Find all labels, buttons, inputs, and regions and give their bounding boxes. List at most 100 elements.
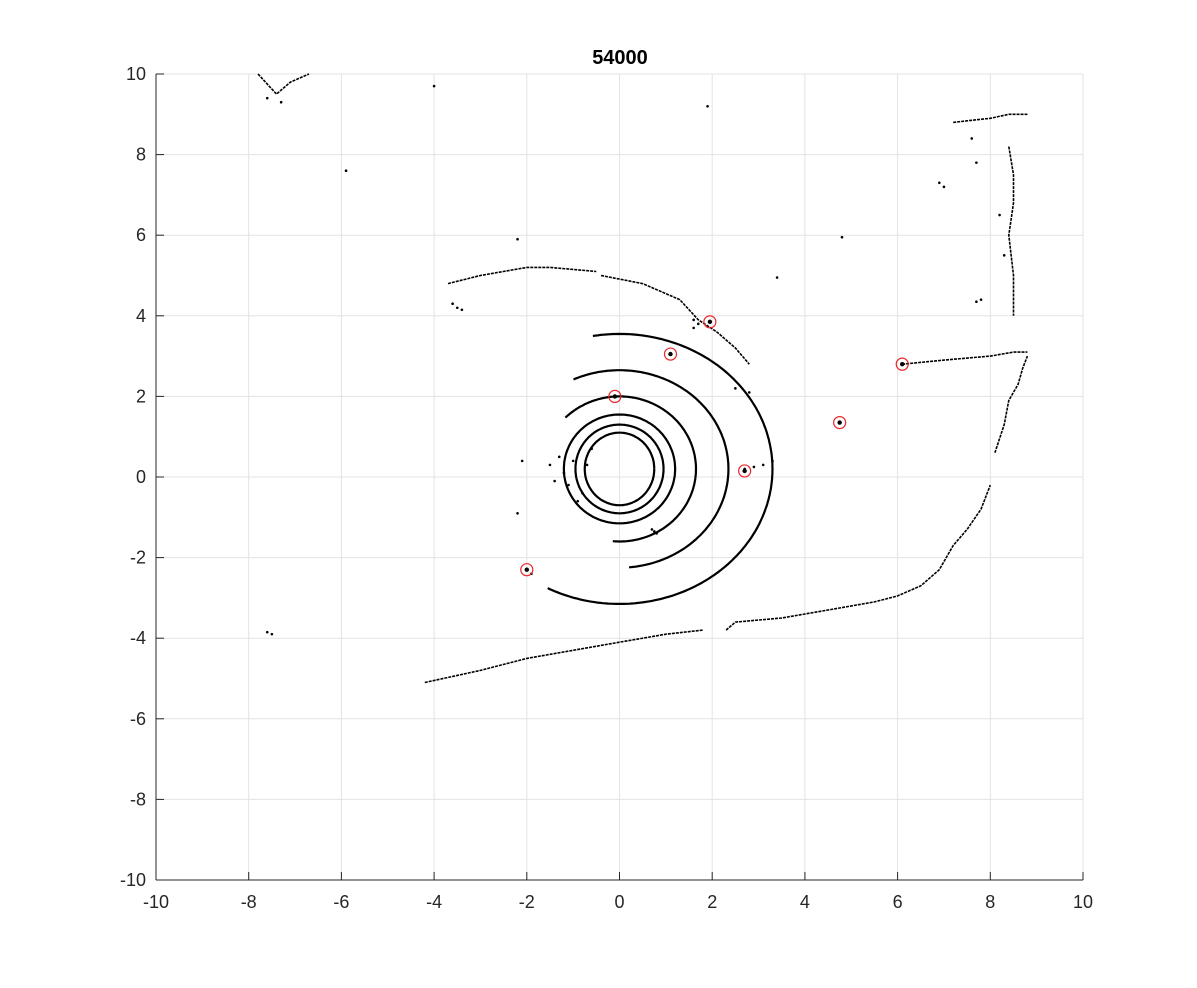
y-tick-label: 2 — [136, 386, 146, 406]
plot-area: -10 -8 -6 -4 -2 0 2 4 6 8 10 -10 -8 -6 -4 -2 0 2 4 6 8 10 — [120, 64, 1093, 912]
scan-ring — [547, 332, 774, 605]
y-tick-label: 0 — [136, 467, 146, 487]
y-tick-label: -4 — [130, 628, 146, 648]
detection-marker — [520, 563, 534, 577]
point-segment — [953, 113, 1028, 124]
data-point — [270, 632, 274, 636]
point-segment — [1007, 146, 1015, 316]
data-point — [516, 237, 519, 241]
detected-object-point — [668, 351, 673, 357]
x-tick-label: -8 — [241, 892, 257, 912]
data-point — [520, 459, 524, 463]
y-tick-label: 6 — [136, 225, 146, 245]
y-tick-label: -2 — [130, 548, 146, 568]
detected-object-point — [524, 567, 529, 572]
data-point — [548, 463, 552, 467]
scan-ring — [574, 423, 665, 515]
data-point — [761, 463, 765, 467]
x-tick-label: 8 — [985, 892, 995, 912]
data-point — [279, 100, 283, 104]
x-tick-label: -4 — [426, 892, 442, 912]
data-point — [938, 181, 941, 185]
y-tick-label: 10 — [126, 64, 146, 84]
scan-ring — [583, 431, 656, 507]
data-point — [455, 306, 459, 310]
data-point — [567, 483, 570, 487]
data-point — [344, 169, 348, 173]
data-point — [771, 459, 774, 463]
y-tick-label: 4 — [136, 306, 146, 326]
point-segment — [994, 355, 1029, 454]
data-point — [692, 326, 695, 330]
data-point — [553, 479, 556, 483]
point-segment — [447, 266, 597, 285]
data-point — [432, 84, 436, 88]
data-point — [451, 302, 454, 306]
data-point — [775, 276, 779, 279]
detection-marker — [663, 347, 678, 361]
point-segment — [257, 73, 310, 96]
detection-marker — [703, 315, 717, 329]
data-point — [265, 96, 269, 100]
x-tick-label: -10 — [143, 892, 169, 912]
point-segment — [600, 274, 750, 365]
point-segment — [902, 351, 1028, 365]
data-point — [942, 185, 946, 189]
data-point — [696, 322, 700, 326]
data-point — [576, 499, 580, 503]
scan-ring — [573, 369, 730, 569]
point-segment — [424, 629, 703, 684]
y-tick-label: -8 — [130, 789, 146, 809]
detected-object-point — [612, 394, 618, 399]
x-tick-label: 6 — [893, 892, 903, 912]
point-segment — [725, 484, 992, 631]
data-point — [557, 455, 561, 459]
data-point — [706, 104, 709, 108]
data-point — [998, 213, 1001, 217]
scan-ring — [564, 395, 698, 543]
data-point — [562, 471, 566, 475]
x-tick-label: -6 — [333, 892, 349, 912]
data-point — [590, 447, 593, 451]
x-tick-label: 10 — [1073, 892, 1093, 912]
detection-markers — [520, 315, 909, 577]
x-tick-label: 2 — [707, 892, 717, 912]
data-point — [975, 300, 978, 303]
chart-title: 54000 — [592, 47, 648, 69]
detected-object-point — [837, 420, 842, 425]
data-point — [650, 528, 654, 531]
y-tick-label: -6 — [130, 709, 146, 729]
data-point — [692, 318, 695, 322]
tick-labels: -10 -8 -6 -4 -2 0 2 4 6 8 10 -10 -8 -6 -4 -2 0 2 4 6 8 10 — [120, 64, 1093, 912]
data-point — [979, 298, 983, 301]
data-point — [970, 137, 974, 140]
data-point — [652, 530, 656, 533]
detection-marker — [608, 389, 622, 403]
data-point — [265, 630, 269, 634]
data-point — [747, 391, 751, 394]
detection-marker — [833, 415, 847, 430]
point-cloud — [257, 73, 1029, 684]
data-point — [581, 491, 584, 495]
data-point — [975, 161, 978, 164]
detected-object-point — [707, 319, 713, 325]
scan-ring — [562, 413, 677, 525]
data-point — [734, 387, 737, 390]
data-point — [1002, 254, 1006, 257]
data-point — [460, 308, 464, 312]
data-point — [840, 235, 844, 239]
data-point — [516, 511, 519, 515]
detected-object-point — [900, 361, 905, 367]
x-tick-label: 4 — [800, 892, 810, 912]
y-tick-label: 8 — [136, 145, 146, 165]
x-tick-label: -2 — [519, 892, 535, 912]
detected-object-point — [742, 468, 747, 474]
data-point — [571, 459, 575, 463]
detection-marker — [738, 464, 752, 478]
y-tick-label: -10 — [120, 870, 146, 890]
data-point — [752, 465, 756, 469]
detection-marker — [895, 357, 909, 371]
data-point — [655, 532, 658, 535]
x-tick-label: 0 — [614, 892, 624, 912]
